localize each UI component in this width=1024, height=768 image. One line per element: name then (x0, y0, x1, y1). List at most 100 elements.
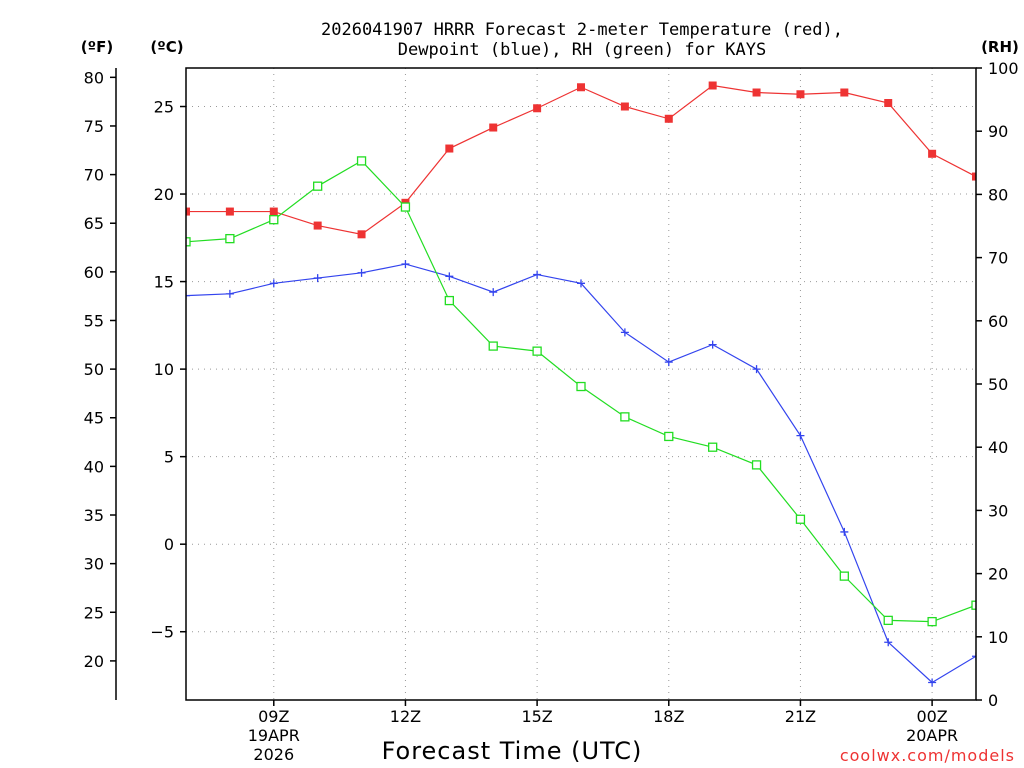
fahrenheit-axis: 20 25 30 35 40 45 50 55 60 65 70 75 80 (84, 68, 117, 700)
celsius-tick-label: 15 (154, 273, 174, 292)
fahrenheit-tick-label: 50 (84, 360, 104, 379)
time-tick-label: 00Z (916, 707, 947, 726)
rh-marker (269, 215, 279, 225)
celsius-tick-label: 10 (154, 360, 174, 379)
rh-tick-label: 100 (988, 59, 1019, 78)
fahrenheit-tick-label: 20 (84, 652, 104, 671)
rh-marker (186, 237, 191, 247)
fahrenheit-tick-label: 70 (84, 166, 104, 185)
temperature-marker (972, 172, 976, 181)
temperature-marker (928, 149, 937, 158)
rh-marker (576, 381, 586, 392)
temperature-marker (708, 81, 717, 90)
celsius-tick-label: −5 (150, 623, 174, 642)
rh-marker (971, 600, 976, 610)
fahrenheit-tick-label: 45 (84, 409, 104, 428)
rh-marker (488, 341, 498, 351)
dewpoint-marker (401, 260, 410, 269)
rh-tick-label: 30 (988, 501, 1008, 520)
temperature-marker (533, 104, 542, 113)
plot-frame (185, 67, 977, 701)
time-tick-label: 12Z (390, 707, 421, 726)
year-tick-label: 2026 (253, 745, 294, 764)
dewpoint-line (186, 263, 976, 684)
dewpoint-marker (796, 431, 805, 440)
rh-marker (400, 202, 411, 212)
rh-marker (313, 181, 323, 191)
rh-marker (664, 431, 674, 442)
rh-marker (620, 412, 630, 422)
rh-tick-label: 60 (988, 312, 1008, 331)
dewpoint-marker (269, 279, 278, 288)
temperature-marker (796, 90, 805, 99)
dewpoint-marker (708, 340, 717, 349)
fahrenheit-tick-label: 75 (84, 117, 104, 136)
dewpoint-marker (186, 291, 190, 300)
dewpoint-marker (533, 270, 542, 279)
dewpoint-marker (752, 365, 761, 374)
dewpoint-marker (445, 272, 454, 281)
rh-tick-label: 80 (988, 185, 1008, 204)
rh-unit-label: (RH) (981, 38, 1019, 56)
rh-marker (795, 514, 806, 524)
rh-marker (532, 346, 542, 356)
fahrenheit-unit-label: (ºF) (81, 38, 113, 56)
fahrenheit-tick-label: 40 (84, 457, 104, 476)
rh-marker (708, 442, 718, 452)
rh-marker (927, 616, 937, 627)
temperature-marker (489, 123, 498, 132)
rh-marker (751, 460, 762, 470)
temperature-marker (840, 88, 849, 97)
fahrenheit-tick-label: 25 (84, 603, 104, 622)
time-tick-label: 18Z (653, 707, 684, 726)
date-tick-label: 19APR (248, 726, 300, 745)
celsius-tick-label: 5 (164, 448, 174, 467)
rh-tick-label: 20 (988, 565, 1008, 584)
temperature-marker (269, 207, 278, 216)
celsius-unit-label: (ºC) (150, 38, 183, 56)
celsius-axis: −5 0 5 10 15 20 25 (150, 98, 186, 642)
dewpoint-marker (489, 288, 498, 297)
fahrenheit-tick-label: 60 (84, 263, 104, 282)
dewpoint-marker (664, 358, 673, 367)
chart-title-line2: Dewpoint (blue), RH (green) for KAYS (398, 40, 766, 60)
temperature-series (186, 81, 976, 239)
fahrenheit-tick-label: 80 (84, 68, 104, 87)
time-tick-label: 09Z (258, 707, 289, 726)
time-tick-label: 21Z (785, 707, 816, 726)
dewpoint-marker (357, 268, 366, 277)
temperature-marker (884, 99, 893, 108)
rh-marker (225, 233, 235, 244)
series-layer (186, 81, 976, 687)
fahrenheit-tick-label: 35 (84, 506, 104, 525)
source-credit: coolwx.com/models (840, 746, 1015, 765)
temperature-marker (664, 114, 673, 123)
celsius-tick-label: 25 (154, 98, 174, 117)
dewpoint-marker (884, 638, 893, 647)
dewpoint-series (186, 260, 976, 687)
celsius-tick-label: 0 (164, 535, 174, 554)
chart-title-line1: 2026041907 HRRR Forecast 2-meter Tempera… (321, 20, 843, 40)
dewpoint-marker (972, 652, 976, 661)
temperature-marker (620, 102, 629, 111)
fahrenheit-tick-label: 55 (84, 311, 104, 330)
temperature-line (186, 84, 976, 235)
rh-tick-label: 70 (988, 249, 1008, 268)
rh-marker (356, 156, 367, 166)
dewpoint-marker (928, 678, 937, 687)
x-axis-title: Forecast Time (UTC) (382, 737, 643, 765)
rh-marker (883, 615, 893, 626)
rh-series (186, 156, 976, 627)
temperature-marker (357, 230, 366, 239)
dewpoint-marker (313, 274, 322, 283)
fahrenheit-tick-label: 30 (84, 555, 104, 574)
date-tick-label: 20APR (906, 726, 958, 745)
temperature-marker (577, 83, 585, 92)
temperature-marker (225, 207, 234, 216)
temperature-marker (752, 88, 761, 97)
rh-tick-label: 50 (988, 375, 1008, 394)
temperature-marker (445, 144, 454, 153)
fahrenheit-tick-label: 65 (84, 214, 104, 233)
